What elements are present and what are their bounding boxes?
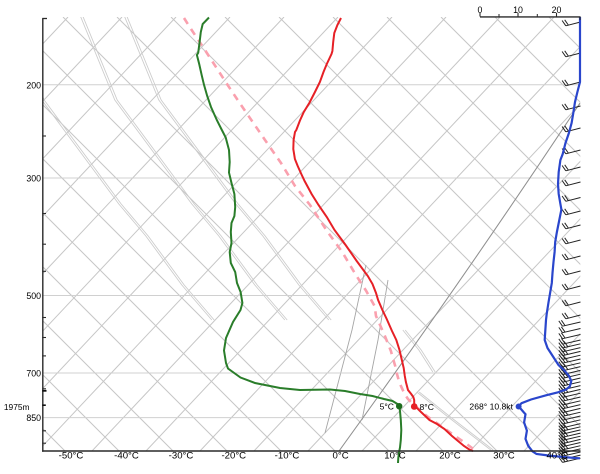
svg-text:5°C: 5°C [380,402,394,412]
svg-text:20°C: 20°C [439,451,461,462]
svg-text:-30°C: -30°C [169,451,194,462]
svg-text:10: 10 [513,5,523,15]
svg-text:300: 300 [26,174,41,184]
svg-text:850: 850 [26,413,41,423]
svg-text:10°C: 10°C [384,451,406,462]
svg-text:-40°C: -40°C [114,451,139,462]
svg-text:8°C: 8°C [420,402,434,412]
svg-text:0: 0 [478,5,483,15]
svg-text:40°C: 40°C [546,451,568,462]
svg-text:30°C: 30°C [493,451,515,462]
svg-text:500: 500 [26,291,41,301]
svg-text:20: 20 [552,5,562,15]
svg-text:-50°C: -50°C [59,451,84,462]
svg-text:700: 700 [26,369,41,379]
svg-text:0°C: 0°C [333,451,349,462]
svg-text:-10°C: -10°C [275,451,300,462]
svg-text:268° 10.8kt: 268° 10.8kt [469,402,513,412]
svg-text:-20°C: -20°C [221,451,246,462]
svg-text:1975m: 1975m [4,402,30,412]
svg-text:200: 200 [26,80,41,90]
